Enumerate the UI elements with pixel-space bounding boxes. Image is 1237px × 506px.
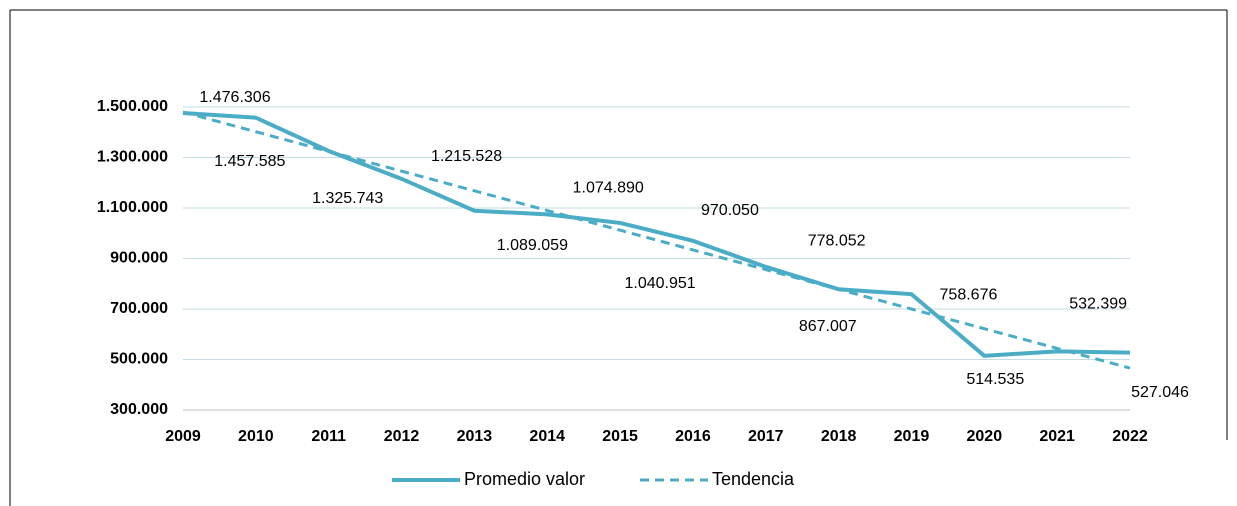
data-label: 758.676	[940, 286, 998, 303]
x-tick-label: 2010	[238, 428, 274, 445]
x-tick-label: 2020	[967, 428, 1003, 445]
data-label: 527.046	[1131, 384, 1189, 401]
data-label: 1.457.585	[214, 153, 285, 170]
x-tick-label: 2021	[1039, 428, 1075, 445]
x-tick-label: 2018	[821, 428, 857, 445]
y-tick-label: 500.000	[110, 351, 168, 368]
y-tick-label: 900.000	[110, 250, 168, 267]
y-tick-label: 300.000	[110, 401, 168, 418]
x-tick-label: 2013	[457, 428, 493, 445]
x-tick-label: 2022	[1112, 428, 1148, 445]
y-tick-label: 1.500.000	[97, 98, 168, 115]
x-tick-label: 2016	[675, 428, 711, 445]
y-tick-label: 1.300.000	[97, 149, 168, 166]
data-label: 1.476.306	[199, 89, 270, 106]
x-tick-label: 2019	[894, 428, 930, 445]
data-line	[182, 110, 1131, 358]
y-tick-label: 1.100.000	[97, 199, 168, 216]
legend-label: Tendencia	[712, 469, 795, 489]
x-tick-label: 2017	[748, 428, 784, 445]
data-label: 867.007	[799, 318, 857, 335]
data-label: 970.050	[701, 202, 759, 219]
x-tick-label: 2011	[311, 428, 346, 445]
x-tick-label: 2014	[529, 428, 565, 445]
y-tick-label: 700.000	[110, 300, 168, 317]
data-label: 1.074.890	[573, 180, 644, 197]
data-label: 1.040.951	[624, 275, 695, 292]
trend-line	[182, 110, 1131, 370]
x-tick-label: 2012	[384, 428, 420, 445]
data-label: 532.399	[1069, 296, 1127, 313]
data-label: 1.325.743	[312, 190, 383, 207]
x-tick-label: 2009	[165, 428, 201, 445]
data-label: 1.215.528	[431, 148, 502, 165]
data-label: 1.089.059	[497, 237, 568, 254]
data-label: 778.052	[808, 233, 866, 250]
legend-label: Promedio valor	[464, 469, 585, 489]
x-tick-label: 2015	[602, 428, 638, 445]
data-label: 514.535	[966, 371, 1024, 388]
